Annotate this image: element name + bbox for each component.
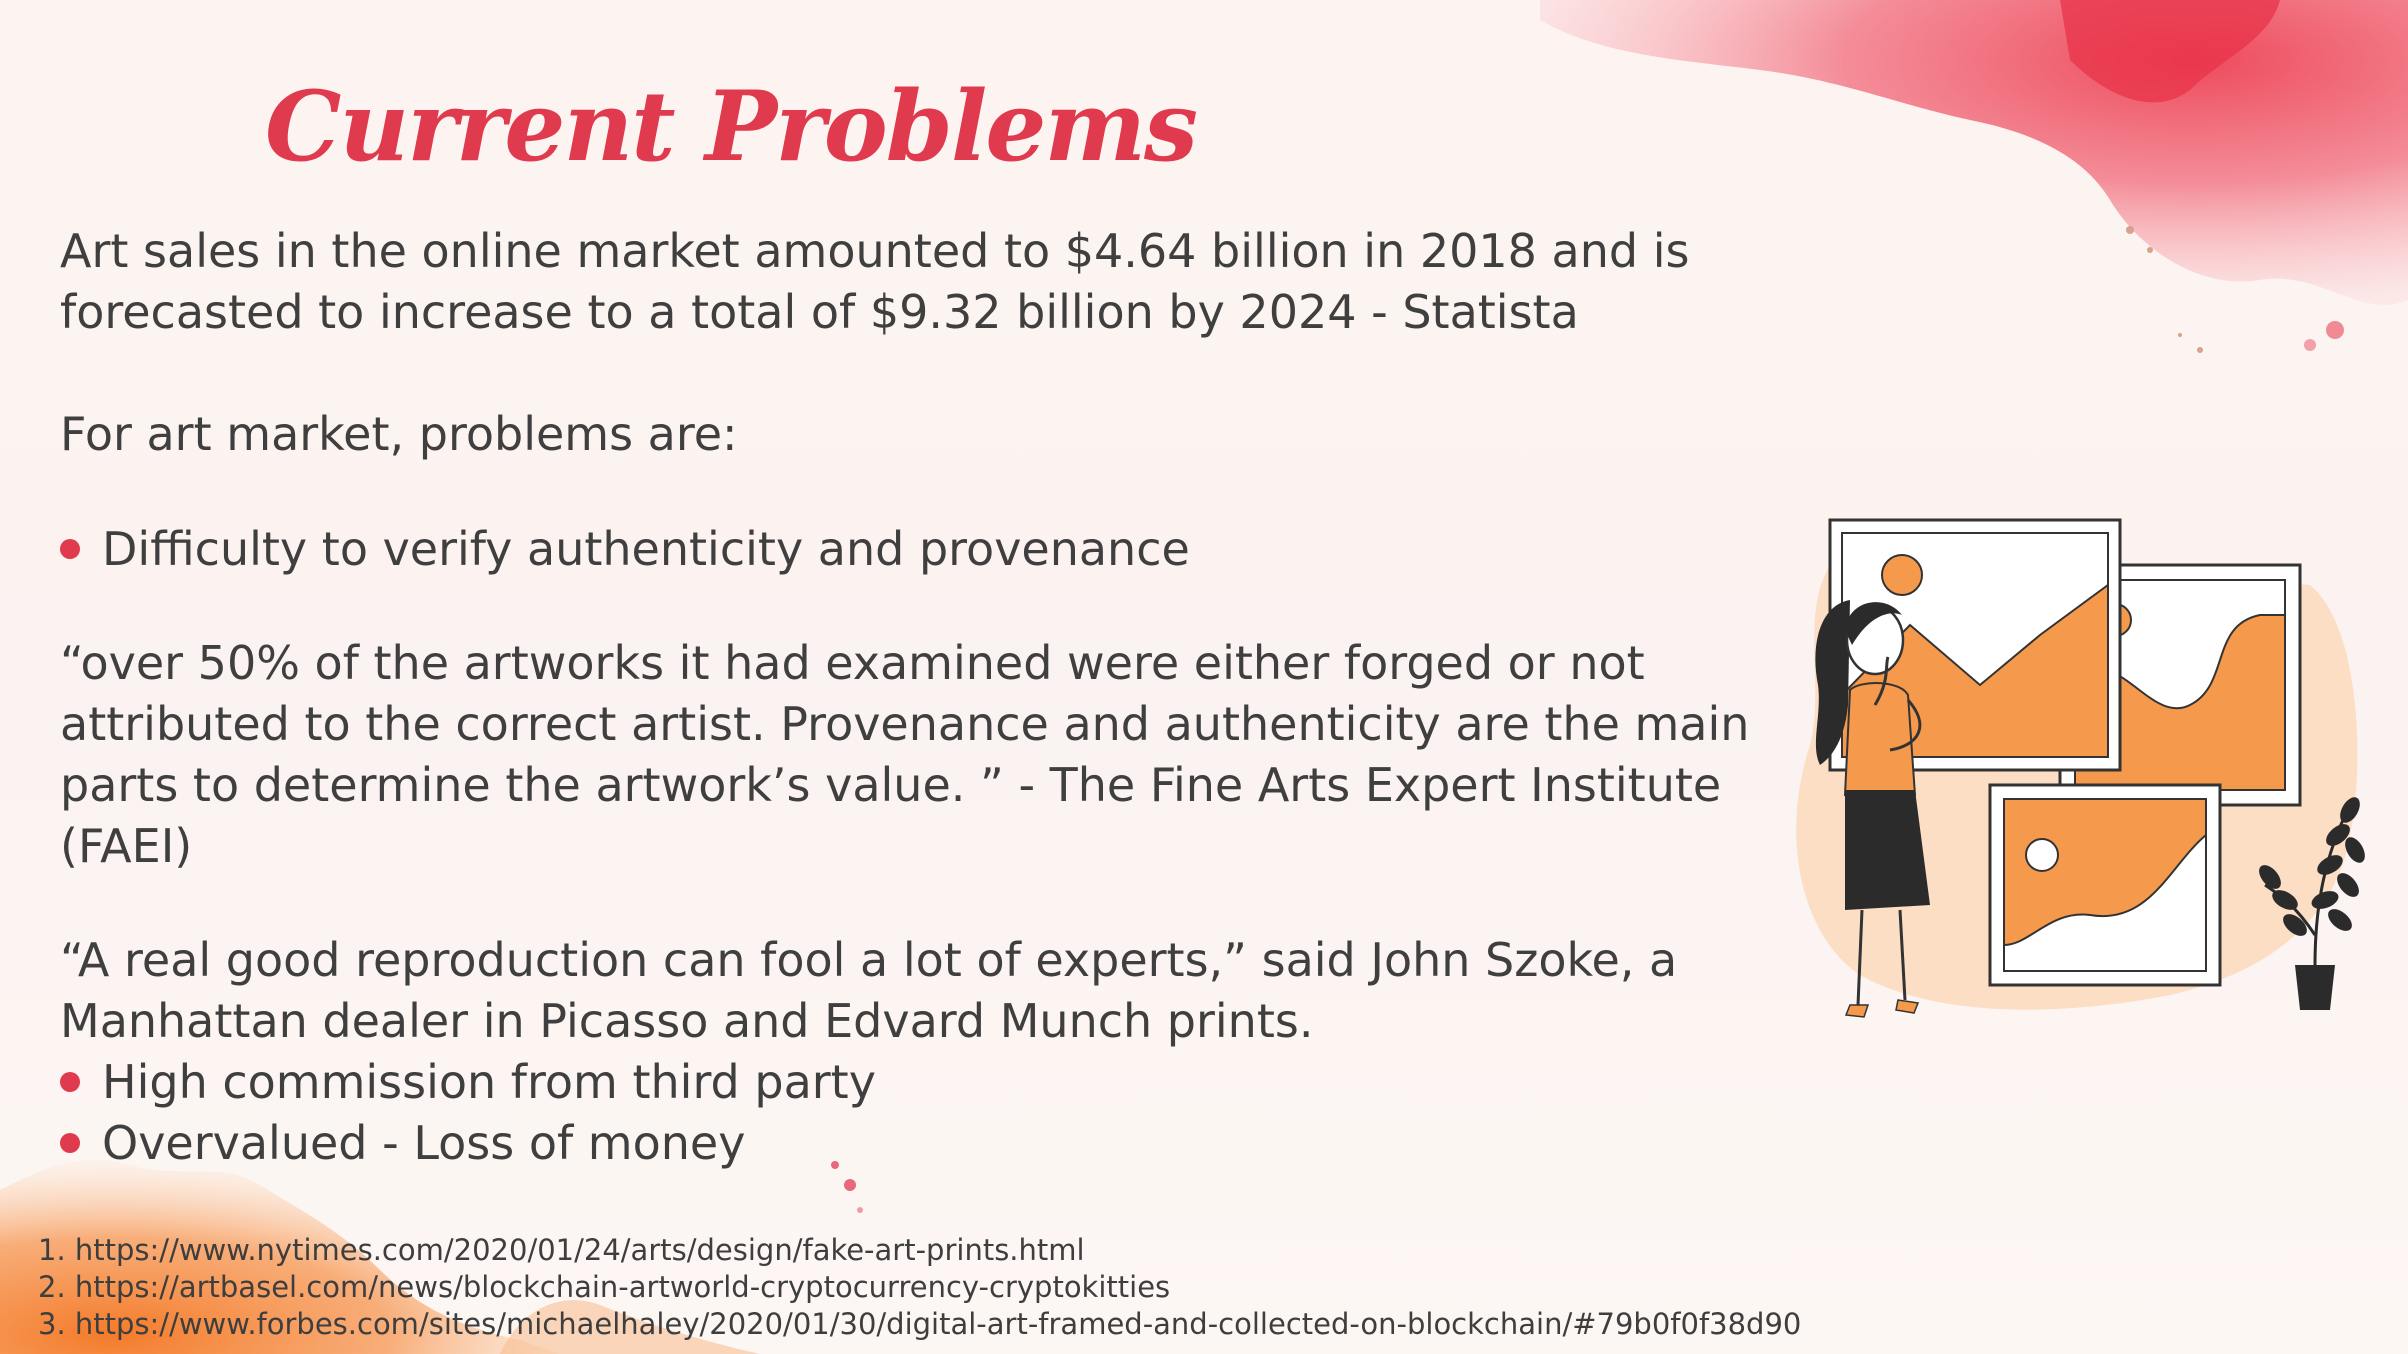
bullet-dot-icon xyxy=(60,1132,80,1153)
bullet-overvalued: Overvalued - Loss of money xyxy=(60,1113,745,1174)
reference-link[interactable]: 1. https://www.nytimes.com/2020/01/24/ar… xyxy=(38,1233,1085,1267)
intro-line-2: forecasted to increase to a total of $9.… xyxy=(60,285,1579,339)
watercolor-splash-orange xyxy=(0,1159,863,1354)
reference-link[interactable]: 2. https://artbasel.com/news/blockchain-… xyxy=(38,1270,1171,1304)
bullet-dot-icon xyxy=(60,538,80,559)
woman-viewing-paintings-illustration xyxy=(1796,518,2365,1018)
bullet-overvalued-text: Overvalued - Loss of money xyxy=(102,1116,746,1170)
quote1-line-3: parts to determine the artwork’s value. … xyxy=(60,758,1722,812)
bullet-authenticity: Difficulty to verify authenticity and pr… xyxy=(60,519,1190,580)
watercolor-splash-pink xyxy=(1540,0,2408,353)
quote1-line-4: (FAEI) xyxy=(60,819,193,873)
bullet-authenticity-text: Difficulty to verify authenticity and pr… xyxy=(102,522,1190,576)
quote2-line-1: “A real good reproduction can fool a lot… xyxy=(60,933,1678,987)
quote1-line-1: “over 50% of the artworks it had examine… xyxy=(60,636,1645,690)
problems-heading: For art market, problems are: xyxy=(60,407,738,461)
quote1-line-2: attributed to the correct artist. Proven… xyxy=(60,697,1750,751)
quote2-line-2: Manhattan dealer in Picasso and Edvard M… xyxy=(60,994,1314,1048)
reference-link[interactable]: 3. https://www.forbes.com/sites/michaelh… xyxy=(38,1307,1802,1341)
bullet-commission-text: High commission from third party xyxy=(102,1055,876,1109)
bullet-commission: High commission from third party xyxy=(60,1052,876,1113)
slide-title: Current Problems xyxy=(265,70,1198,183)
bullet-dot-icon xyxy=(60,1071,80,1092)
intro-line-1: Art sales in the online market amounted … xyxy=(60,224,1690,278)
